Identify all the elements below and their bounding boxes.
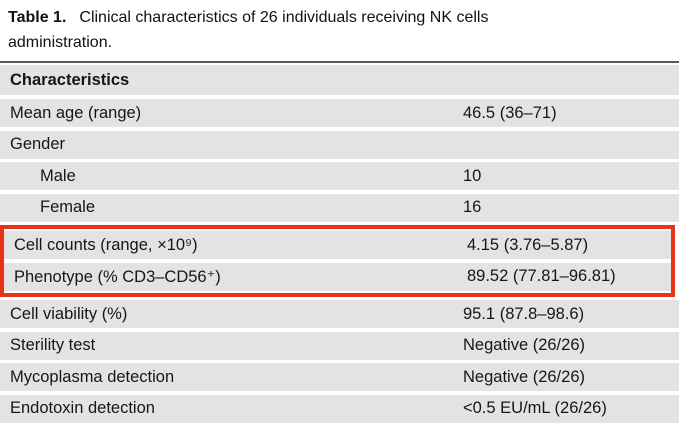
table-row-male: Male 10 <box>0 162 679 190</box>
row-value: Negative (26/26) <box>463 336 585 354</box>
table-row-cell-viability: Cell viability (%) 95.1 (87.8–98.6) <box>0 300 679 328</box>
row-label: Mycoplasma detection <box>10 367 175 386</box>
table-row-endotoxin-detection: Endotoxin detection <0.5 EU/mL (26/26) <box>0 394 679 423</box>
row-value: 10 <box>463 166 482 185</box>
table-row-phenotype: Phenotype (% CD3–CD56⁺) 89.52 (77.81–96.… <box>4 262 671 291</box>
row-value: 16 <box>463 198 482 216</box>
row-label: Cell viability (%) <box>10 304 128 323</box>
table-header-row: Characteristics <box>0 65 679 95</box>
row-value: 89.52 (77.81–96.81) <box>467 267 616 285</box>
row-value: <0.5 EU/mL (26/26) <box>463 399 607 417</box>
row-value: 95.1 (87.8–98.6) <box>463 304 585 323</box>
highlight-annotation-box: Cell counts (range, ×10⁹) 4.15 (3.76–5.8… <box>0 225 675 297</box>
table-row-mean-age: Mean age (range) 46.5 (36–71) <box>0 99 679 127</box>
table-caption-number: Table 1. <box>8 9 67 26</box>
row-label: Gender <box>10 135 66 153</box>
table-caption-text-line2: administration. <box>8 34 113 51</box>
row-value: 4.15 (3.76–5.87) <box>467 235 589 254</box>
table-row-gender: Gender <box>0 130 679 159</box>
row-label: Female <box>40 198 96 216</box>
row-label: Cell counts (range, ×10⁹) <box>14 235 198 254</box>
row-label: Sterility test <box>10 336 96 354</box>
table-row-cell-counts: Cell counts (range, ×10⁹) 4.15 (3.76–5.8… <box>4 231 671 259</box>
row-label: Male <box>40 166 76 185</box>
table-row-female: Female 16 <box>0 193 679 222</box>
table-header-label: Characteristics <box>10 70 130 89</box>
row-value: Negative (26/26) <box>463 367 585 386</box>
row-label: Mean age (range) <box>10 103 142 122</box>
clinical-characteristics-table: Characteristics Mean age (range) 46.5 (3… <box>0 61 679 426</box>
row-label: Phenotype (% CD3–CD56⁺) <box>14 267 221 286</box>
table-row-sterility-test: Sterility test Negative (26/26) <box>0 331 679 360</box>
row-label: Endotoxin detection <box>10 399 155 417</box>
table-caption-text-line1: Clinical characteristics of 26 individua… <box>79 9 489 26</box>
row-value: 46.5 (36–71) <box>463 103 557 122</box>
table-caption: Table 1. Clinical characteristics of 26 i… <box>8 5 648 55</box>
table-row-mycoplasma-detection: Mycoplasma detection Negative (26/26) <box>0 363 679 391</box>
